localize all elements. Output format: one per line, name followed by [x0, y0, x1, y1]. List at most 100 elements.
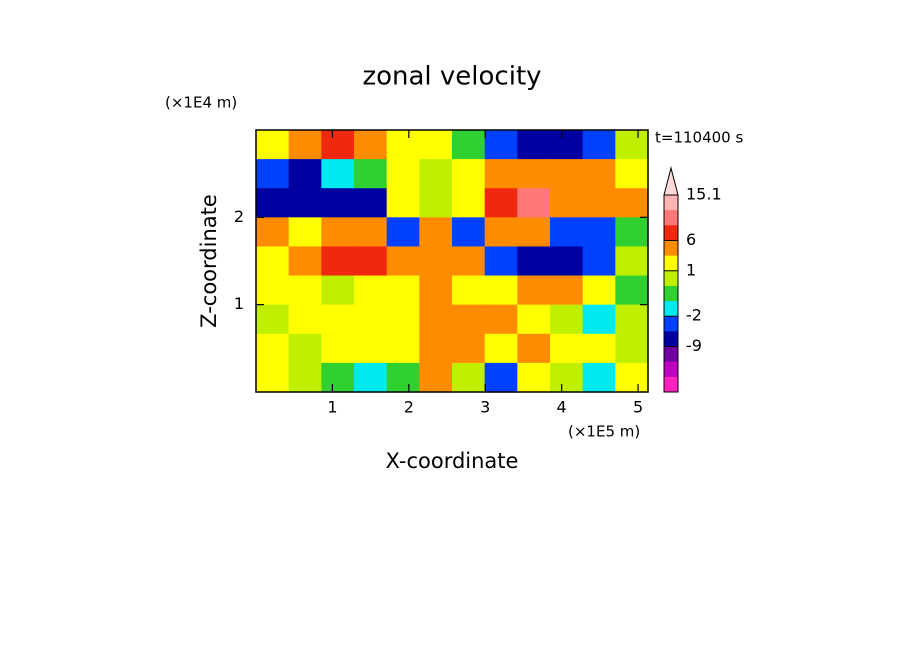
colorbar-segment [664, 316, 678, 332]
contour-cell [419, 333, 453, 364]
contour-cell [386, 246, 420, 277]
contour-cell [419, 188, 453, 218]
contour-cell [484, 159, 518, 189]
contour-cell [517, 159, 551, 189]
contour-cell [484, 275, 518, 306]
contour-cell [256, 362, 290, 393]
contour-cell [615, 188, 649, 218]
contour-cell [256, 188, 290, 218]
contour-cell [288, 304, 322, 335]
contour-cell [615, 217, 649, 248]
contour-cell [615, 130, 649, 160]
contour-cell [484, 246, 518, 277]
plot-frame [255, 129, 649, 393]
contour-cell [517, 246, 551, 277]
contour-cell [288, 246, 322, 277]
contour-cell [419, 362, 453, 393]
contour-cell [354, 188, 388, 218]
contour-cell [419, 130, 453, 160]
colorbar-tick-label: 6 [686, 230, 696, 249]
contour-cell [517, 362, 551, 393]
contour-cell [517, 275, 551, 306]
colorbar-segment [664, 210, 678, 226]
contour-cell [256, 246, 290, 277]
contour-cell [354, 362, 388, 393]
contour-cell [419, 159, 453, 189]
contour-cell [321, 188, 355, 218]
colorbar-tick-label: 15.1 [686, 185, 722, 204]
colorbar-segment [664, 255, 678, 272]
contour-cell [386, 304, 420, 335]
contour-cell [321, 246, 355, 277]
contour-cell [354, 304, 388, 335]
contour-cell [582, 159, 616, 189]
contour-cell [256, 275, 290, 306]
contour-cell [288, 217, 322, 248]
contour-cell [321, 275, 355, 306]
contour-cell [550, 246, 584, 277]
contour-cell [582, 130, 616, 160]
contour-cell [582, 246, 616, 277]
y-tick-label: 1 [234, 294, 244, 313]
contour-cell [484, 362, 518, 393]
contour-cell [615, 275, 649, 306]
colorbar-tick-label: 1 [686, 260, 696, 279]
contour-cell [615, 246, 649, 277]
contour-cell [452, 304, 486, 335]
contour-cell [582, 333, 616, 364]
contour-cell [452, 188, 486, 218]
contour-cell [354, 159, 388, 189]
contour-cell [354, 333, 388, 364]
contour-cell [386, 130, 420, 160]
contour-cell [288, 275, 322, 306]
contour-cell [452, 333, 486, 364]
x-tick-label: 5 [633, 398, 643, 417]
contour-cell [615, 304, 649, 335]
y-axis-label: Z-coordinate [197, 194, 221, 328]
contour-cell [288, 159, 322, 189]
x-tick-label: 1 [327, 398, 337, 417]
contour-cell [288, 188, 322, 218]
contour-cell [419, 246, 453, 277]
contour-cell [354, 130, 388, 160]
time-label: t=110400 s [655, 129, 743, 147]
colorbar-segment [664, 361, 678, 378]
x-tick-label: 3 [480, 398, 490, 417]
contour-cell [288, 333, 322, 364]
contour-cell [484, 217, 518, 248]
contour-cell [321, 333, 355, 364]
contour-cell [550, 304, 584, 335]
contour-cell [354, 275, 388, 306]
contour-cell [582, 362, 616, 393]
contour-cell [484, 333, 518, 364]
contour-cell [452, 159, 486, 189]
contour-cell [517, 188, 551, 218]
contour-cell [288, 362, 322, 393]
contour-cell [517, 217, 551, 248]
contour-cell [517, 333, 551, 364]
contour-cell [550, 362, 584, 393]
contour-cell [321, 159, 355, 189]
colorbar-segment [664, 225, 678, 241]
colorbar-segment [664, 285, 678, 302]
contour-cell [419, 304, 453, 335]
contour-cell [550, 217, 584, 248]
colorbar-tick-label: -2 [686, 306, 702, 325]
contour-cell [550, 188, 584, 218]
contour-cell [452, 362, 486, 393]
contour-cell [582, 275, 616, 306]
contour-field [256, 130, 649, 393]
contour-cell [484, 130, 518, 160]
contour-cell [256, 333, 290, 364]
contour-cell [517, 304, 551, 335]
contour-cell [386, 188, 420, 218]
contour-cell [386, 333, 420, 364]
contour-cell [452, 246, 486, 277]
x-tick-label: 2 [404, 398, 414, 417]
contour-cell [582, 304, 616, 335]
y-unit: (×1E4 m) [165, 94, 237, 112]
contour-cell [582, 188, 616, 218]
contour-cell [386, 217, 420, 248]
contour-cell [550, 130, 584, 160]
